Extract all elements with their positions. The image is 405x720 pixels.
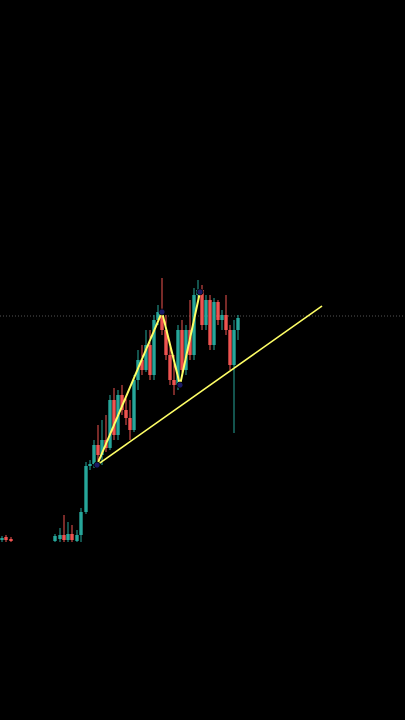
candle-body (184, 330, 188, 370)
candle-body (70, 534, 74, 540)
candle-body (228, 330, 232, 365)
zigzag-point (93, 461, 101, 469)
candle-body (156, 312, 160, 320)
candle-body (120, 395, 124, 410)
candle-body (168, 355, 172, 380)
candle-body (220, 315, 224, 320)
candle-body (208, 300, 212, 345)
candle-body (96, 445, 100, 455)
candle-body (92, 445, 96, 464)
candle-body (108, 400, 112, 448)
candle-body (53, 536, 57, 541)
candle-body (232, 330, 236, 365)
trendline (96, 305, 323, 466)
candle-body (66, 534, 70, 540)
candle-body (164, 330, 168, 355)
candle-body (79, 512, 83, 535)
candle-body (172, 380, 176, 385)
candle-body (0, 538, 4, 540)
candle-body (124, 410, 128, 418)
candle-body (4, 537, 8, 540)
candle-body (140, 360, 144, 370)
zigzag-line (96, 291, 201, 466)
candle-body (128, 418, 132, 430)
candle-body (152, 320, 156, 375)
candle-body (180, 330, 184, 370)
candle-body (216, 302, 220, 320)
candle-body (88, 464, 92, 466)
candle-body (100, 440, 104, 455)
zigzag-point (158, 308, 166, 316)
candle-body (192, 295, 196, 355)
candle-body (75, 535, 79, 541)
zigzag-point (176, 381, 184, 389)
candle-body (84, 466, 88, 512)
candle-body (112, 400, 116, 435)
candle-body (176, 330, 180, 385)
candle-body (160, 312, 164, 330)
candle-body (132, 380, 136, 430)
candle-body (144, 345, 148, 370)
candle-body (58, 535, 62, 539)
candle-body (224, 315, 228, 330)
candle-body (236, 318, 240, 330)
candle-body (204, 300, 208, 325)
candle-body (200, 290, 204, 325)
candle-body (62, 535, 66, 540)
candle-body (212, 302, 216, 345)
candle-body (148, 345, 152, 375)
zigzag-point (196, 288, 204, 296)
candle-body (9, 539, 13, 541)
